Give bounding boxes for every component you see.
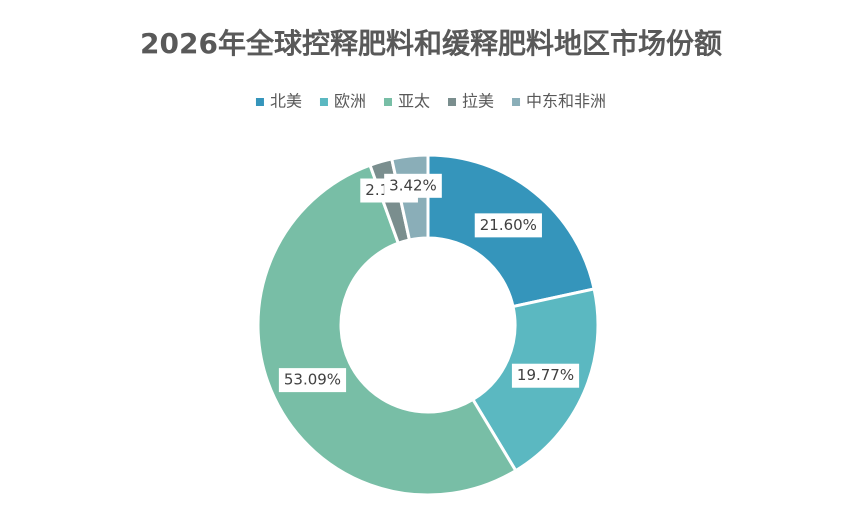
data-label-box: [278, 368, 347, 393]
legend-label: 中东和非洲: [526, 92, 606, 111]
data-label: 53.09%: [284, 371, 341, 389]
data-label: 21.60%: [480, 216, 537, 234]
legend-label: 欧洲: [334, 92, 366, 111]
legend-label: 亚太: [398, 92, 430, 111]
legend-swatch: [255, 98, 264, 106]
data-label: 3.42%: [389, 176, 437, 194]
legend-swatch: [512, 98, 521, 106]
legend-label: 北美: [270, 92, 302, 111]
legend-swatch: [319, 98, 328, 106]
data-labels: 21.60%19.77%53.09%2.12%3.42%: [278, 173, 580, 393]
data-label: 19.77%: [517, 366, 574, 384]
chart-title: 2026年全球控释肥料和缓释肥料地区市场份额: [140, 27, 722, 60]
legend-swatch: [383, 98, 392, 106]
legend: 北美 欧洲 亚太 拉美 中东和非洲: [255, 92, 606, 111]
donut-slice: [256, 163, 518, 497]
data-label-box: [511, 363, 580, 388]
legend-swatch: [448, 98, 457, 106]
data-label-box: [384, 173, 442, 198]
data-label-box: [474, 213, 542, 238]
legend-label: 拉美: [462, 92, 494, 111]
